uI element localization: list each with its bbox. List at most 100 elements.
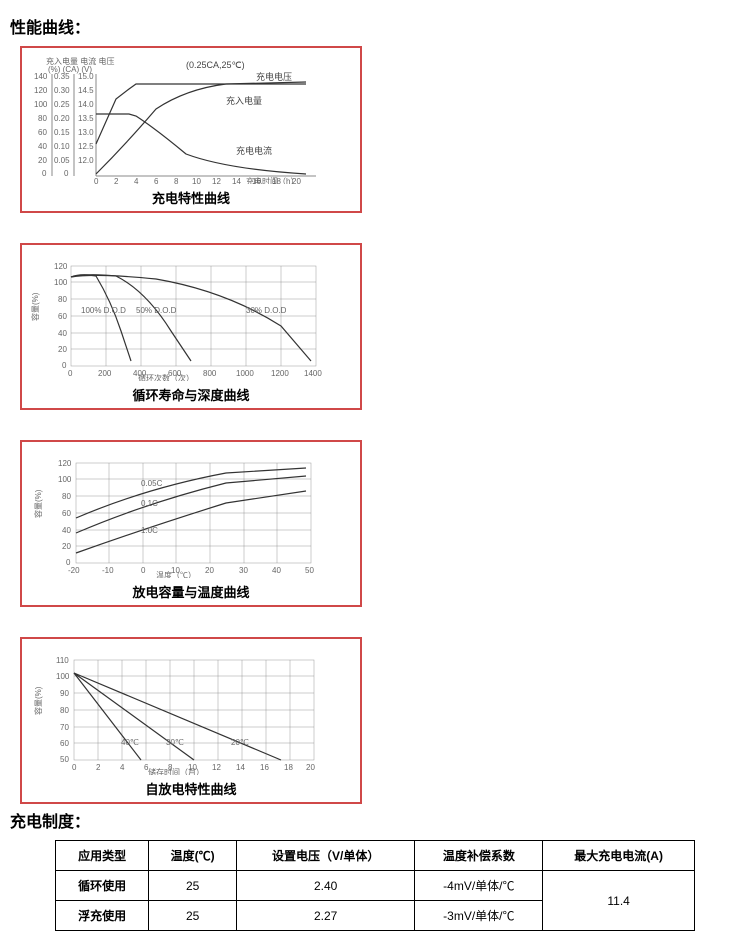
svg-text:充电电压: 充电电压	[256, 71, 292, 82]
svg-text:0.30: 0.30	[54, 86, 70, 95]
charging-regime-title: 充电制度：	[10, 808, 740, 832]
chart2-curve-50dod	[71, 275, 191, 361]
svg-text:30℃: 30℃	[166, 738, 184, 747]
svg-text:8: 8	[174, 177, 179, 184]
svg-text:80: 80	[62, 492, 71, 501]
svg-text:6: 6	[154, 177, 159, 184]
svg-text:-10: -10	[102, 566, 114, 575]
chart4-svg: 1101009080706050 02468101214161820 容量(%)…	[26, 645, 348, 775]
svg-text:30% D.O.D: 30% D.O.D	[246, 306, 287, 315]
svg-text:0: 0	[42, 169, 47, 178]
svg-text:2: 2	[96, 763, 101, 772]
svg-text:20: 20	[38, 156, 47, 165]
svg-text:20: 20	[205, 566, 214, 575]
svg-text:100: 100	[34, 100, 48, 109]
svg-text:0.20: 0.20	[54, 114, 70, 123]
chart2-svg: 120100806040200 020040060080010001200140…	[26, 251, 348, 381]
svg-text:60: 60	[58, 312, 67, 321]
chart1-svg: 充入电量 电流 电压 (%) (CA) (V) (0.25CA,25℃) 140…	[26, 54, 348, 184]
svg-text:12: 12	[212, 177, 221, 184]
cell-maxcurrent: 11.4	[543, 871, 695, 931]
chart-self-discharge: 1101009080706050 02468101214161820 容量(%)…	[20, 637, 362, 804]
chart3-xlabel: 温度（℃）	[156, 570, 196, 578]
th-voltage: 设置电压（V/单体）	[236, 841, 415, 871]
cell-float-type: 浮充使用	[56, 901, 149, 931]
chart4-ylabel: 容量(%)	[33, 686, 43, 715]
cell-cycle-type: 循环使用	[56, 871, 149, 901]
svg-text:0: 0	[62, 361, 67, 370]
th-maxcurrent: 最大充电电流(A)	[543, 841, 695, 871]
chart4-xlabel: 储存时间（月）	[148, 767, 204, 775]
svg-text:20: 20	[62, 542, 71, 551]
svg-text:1.0C: 1.0C	[141, 526, 158, 535]
svg-text:-20: -20	[68, 566, 80, 575]
chart1-xlabel: 充电时间（h）	[246, 176, 298, 184]
svg-text:0.35: 0.35	[54, 72, 70, 81]
svg-text:60: 60	[38, 128, 47, 137]
svg-text:0.05: 0.05	[54, 156, 70, 165]
chart1-current-curve	[96, 114, 306, 174]
svg-text:0: 0	[72, 763, 77, 772]
cell: 2.40	[236, 871, 415, 901]
svg-text:0.1C: 0.1C	[141, 499, 158, 508]
cell: -4mV/单体/℃	[415, 871, 543, 901]
svg-text:14: 14	[232, 177, 241, 184]
svg-text:0.25: 0.25	[54, 100, 70, 109]
svg-text:0.10: 0.10	[54, 142, 70, 151]
chart1-title: 充电特性曲线	[26, 188, 356, 207]
th-temp: 温度(℃)	[149, 841, 237, 871]
chart1-subtitle: (0.25CA,25℃)	[186, 60, 245, 70]
chart-discharge-temp: 120100806040200 -20-1001020304050 容量(%) …	[20, 440, 362, 607]
chart2-ylabel: 容量(%)	[30, 292, 40, 321]
chart3-curve-10c	[76, 491, 306, 553]
cell: 2.27	[236, 901, 415, 931]
svg-text:12: 12	[212, 763, 221, 772]
svg-text:50: 50	[305, 566, 314, 575]
th-apptype: 应用类型	[56, 841, 149, 871]
svg-text:充入电量: 充入电量	[226, 95, 262, 106]
svg-text:充电电流: 充电电流	[236, 145, 272, 156]
svg-text:100: 100	[58, 475, 72, 484]
chart2-title: 循环寿命与深度曲线	[26, 385, 356, 404]
svg-text:4: 4	[120, 763, 125, 772]
svg-text:40: 40	[58, 329, 67, 338]
svg-text:0: 0	[68, 369, 73, 378]
svg-text:70: 70	[60, 723, 69, 732]
performance-curves-title: 性能曲线：	[10, 14, 740, 38]
charts-grid: 充入电量 电流 电压 (%) (CA) (V) (0.25CA,25℃) 140…	[20, 46, 730, 804]
table-header-row: 应用类型 温度(℃) 设置电压（V/单体） 温度补偿系数 最大充电电流(A)	[56, 841, 695, 871]
svg-text:100% D.O.D: 100% D.O.D	[81, 306, 126, 315]
chart2-curve-30dod	[71, 275, 311, 361]
svg-text:0.15: 0.15	[54, 128, 70, 137]
svg-text:800: 800	[203, 369, 217, 378]
svg-text:13.0: 13.0	[78, 128, 94, 137]
cell: -3mV/单体/℃	[415, 901, 543, 931]
svg-text:1200: 1200	[271, 369, 289, 378]
table-row: 循环使用 25 2.40 -4mV/单体/℃ 11.4	[56, 871, 695, 901]
chart3-svg: 120100806040200 -20-1001020304050 容量(%) …	[26, 448, 348, 578]
svg-text:80: 80	[60, 706, 69, 715]
svg-text:50% D.O.D: 50% D.O.D	[136, 306, 177, 315]
svg-text:120: 120	[58, 459, 72, 468]
svg-text:200: 200	[98, 369, 112, 378]
svg-text:1400: 1400	[304, 369, 322, 378]
chart3-curve-005c	[76, 468, 306, 518]
chart3-ylabel: 容量(%)	[33, 489, 43, 518]
chart4-title: 自放电特性曲线	[26, 779, 356, 798]
svg-text:100: 100	[54, 278, 68, 287]
charging-regime-table: 应用类型 温度(℃) 设置电压（V/单体） 温度补偿系数 最大充电电流(A) 循…	[55, 840, 695, 931]
svg-text:50: 50	[60, 755, 69, 764]
svg-text:4: 4	[134, 177, 139, 184]
svg-text:14: 14	[236, 763, 245, 772]
cell: 25	[149, 901, 237, 931]
th-tempcomp: 温度补偿系数	[415, 841, 543, 871]
svg-text:0.05C: 0.05C	[141, 479, 163, 488]
svg-text:20℃: 20℃	[231, 738, 249, 747]
svg-text:90: 90	[60, 689, 69, 698]
svg-text:10: 10	[192, 177, 201, 184]
svg-text:14.5: 14.5	[78, 86, 94, 95]
svg-text:0: 0	[94, 177, 99, 184]
svg-text:1000: 1000	[236, 369, 254, 378]
chart3-title: 放电容量与温度曲线	[26, 582, 356, 601]
svg-text:100: 100	[56, 672, 70, 681]
